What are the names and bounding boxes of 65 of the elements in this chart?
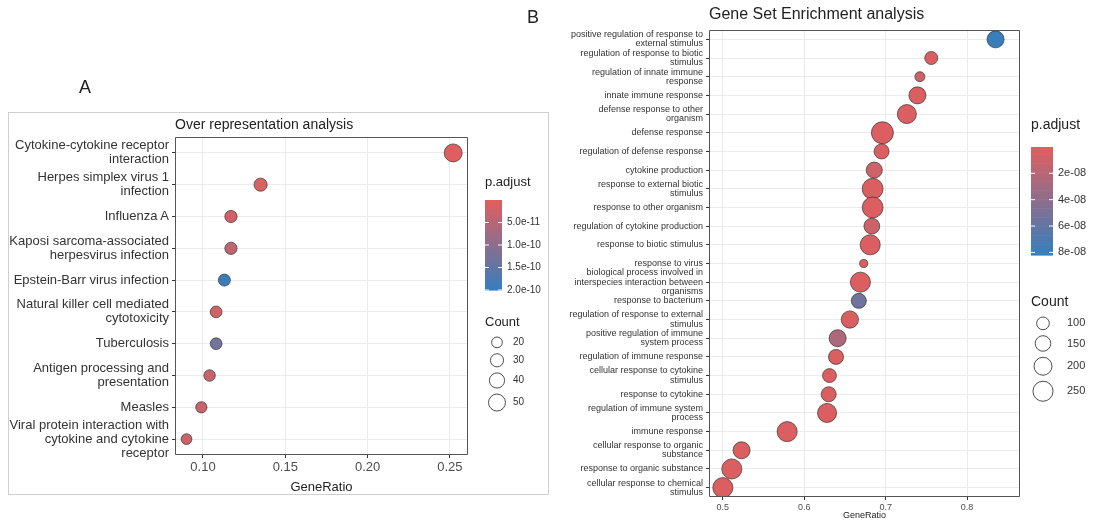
- chart-title: Gene Set Enrichment analysis: [709, 5, 925, 23]
- legend-label: 30: [513, 354, 525, 366]
- y-tick-label: response to external biotic stimulus: [597, 178, 704, 198]
- color-bar-label: 2.0e-10: [507, 283, 542, 295]
- color-bar-label: 6e-08: [1058, 219, 1087, 232]
- y-tick-label: regulation of immune response: [579, 351, 703, 362]
- x-tick-label: 0.7: [879, 501, 892, 512]
- y-tick-label: Herpes simplex virus 1 infection: [37, 169, 169, 199]
- y-tick-label: Measles: [120, 398, 170, 414]
- y-tick-label: response to biotic stimulus: [596, 239, 704, 250]
- y-tick-label: defense response: [631, 127, 703, 138]
- y-tick-label: response to cytokine: [620, 388, 703, 399]
- y-tick-label: Antigen processing and presentation: [33, 360, 169, 390]
- y-tick-label: regulation of defense response: [579, 145, 703, 156]
- color-bar-title: p.adjust: [1031, 115, 1081, 132]
- legend-label: 40: [513, 374, 525, 386]
- color-bar-label: 1.0e-10: [507, 238, 542, 250]
- x-tick-label: 0.8: [960, 501, 974, 512]
- y-tick-label: response to organic substance: [580, 463, 703, 474]
- color-bar-label: 5.0e-11: [507, 216, 541, 228]
- chart-title: Over representation analysis: [175, 115, 354, 132]
- y-tick-label: response to virus: [634, 257, 704, 268]
- legend-label: 50: [513, 396, 525, 408]
- text: A: [78, 76, 92, 97]
- y-tick-label: immune response: [631, 426, 703, 437]
- legend-label: 250: [1067, 384, 1086, 397]
- text: B: [526, 6, 540, 27]
- x-tick-label: 0.20: [354, 459, 381, 475]
- y-tick-label: Cytokine-cytokine receptor interaction: [15, 137, 170, 167]
- color-bar-label: 8e-08: [1058, 245, 1087, 258]
- legend-label: 150: [1067, 336, 1086, 349]
- y-tick-label: cellular response to chemical stimulus: [586, 477, 704, 497]
- y-tick-label: positive regulation of immune system process: [585, 328, 704, 348]
- y-tick-label: cellular response to cytokine stimulus: [589, 365, 704, 385]
- color-bar-label: 2e-08: [1058, 166, 1087, 179]
- legend-label: 200: [1067, 359, 1086, 372]
- x-tick-label: 0.6: [798, 501, 811, 512]
- y-tick-label: Epstein-Barr virus infection: [13, 271, 169, 287]
- color-bar-title: p.adjust: [485, 173, 531, 189]
- y-tick-label: response to bacterium: [613, 295, 703, 306]
- x-tick-label: 0.10: [190, 459, 216, 475]
- x-axis-title: GeneRatio: [842, 510, 887, 521]
- y-tick-label: Viral protein interaction with cytokine and cytokine receptor: [9, 416, 170, 460]
- x-tick-label: 0.5: [716, 501, 730, 512]
- y-tick-label: cellular response to organic substance: [592, 440, 704, 460]
- y-tick-label: response to other organism: [593, 201, 703, 212]
- y-tick-label: defense response to other organism: [598, 103, 703, 124]
- y-tick-label: Kaposi sarcoma-associated herpesvirus infection: [9, 232, 169, 262]
- y-tick-label: Tuberculosis: [95, 335, 170, 351]
- y-tick-label: regulation of immune system process: [587, 402, 704, 423]
- color-bar-label: 1.5e-10: [507, 261, 542, 273]
- legend-label: 100: [1067, 316, 1086, 329]
- y-tick-label: innate immune response: [604, 89, 703, 100]
- color-bar-label: 4e-08: [1058, 192, 1087, 205]
- legend-label: 20: [513, 336, 525, 348]
- y-tick-label: cytokine production: [625, 164, 703, 175]
- y-tick-label: regulation of cytokine production: [573, 220, 703, 231]
- x-tick-label: 0.25: [437, 459, 463, 475]
- legend-title: Count: [1031, 292, 1069, 309]
- y-tick-label: Natural killer cell mediated cytotoxicity: [16, 296, 170, 326]
- legend-title: Count: [485, 313, 521, 329]
- x-axis-title: GeneRatio: [290, 478, 353, 494]
- x-tick-label: 0.15: [272, 459, 298, 475]
- y-tick-label: Influenza A: [104, 208, 170, 224]
- y-tick-label: regulation of innate immune response: [591, 66, 703, 86]
